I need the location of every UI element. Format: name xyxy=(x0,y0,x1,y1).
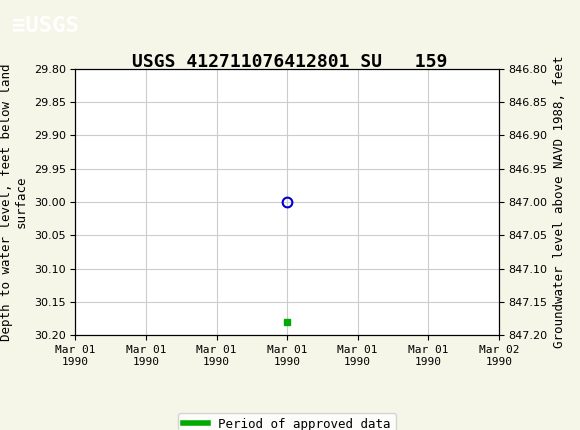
Text: USGS 412711076412801 SU   159: USGS 412711076412801 SU 159 xyxy=(132,53,448,71)
Y-axis label: Groundwater level above NAVD 1988, feet: Groundwater level above NAVD 1988, feet xyxy=(553,56,566,348)
Legend: Period of approved data: Period of approved data xyxy=(179,413,396,430)
Y-axis label: Depth to water level, feet below land
surface: Depth to water level, feet below land su… xyxy=(0,63,28,341)
Text: ≡USGS: ≡USGS xyxy=(12,16,78,36)
